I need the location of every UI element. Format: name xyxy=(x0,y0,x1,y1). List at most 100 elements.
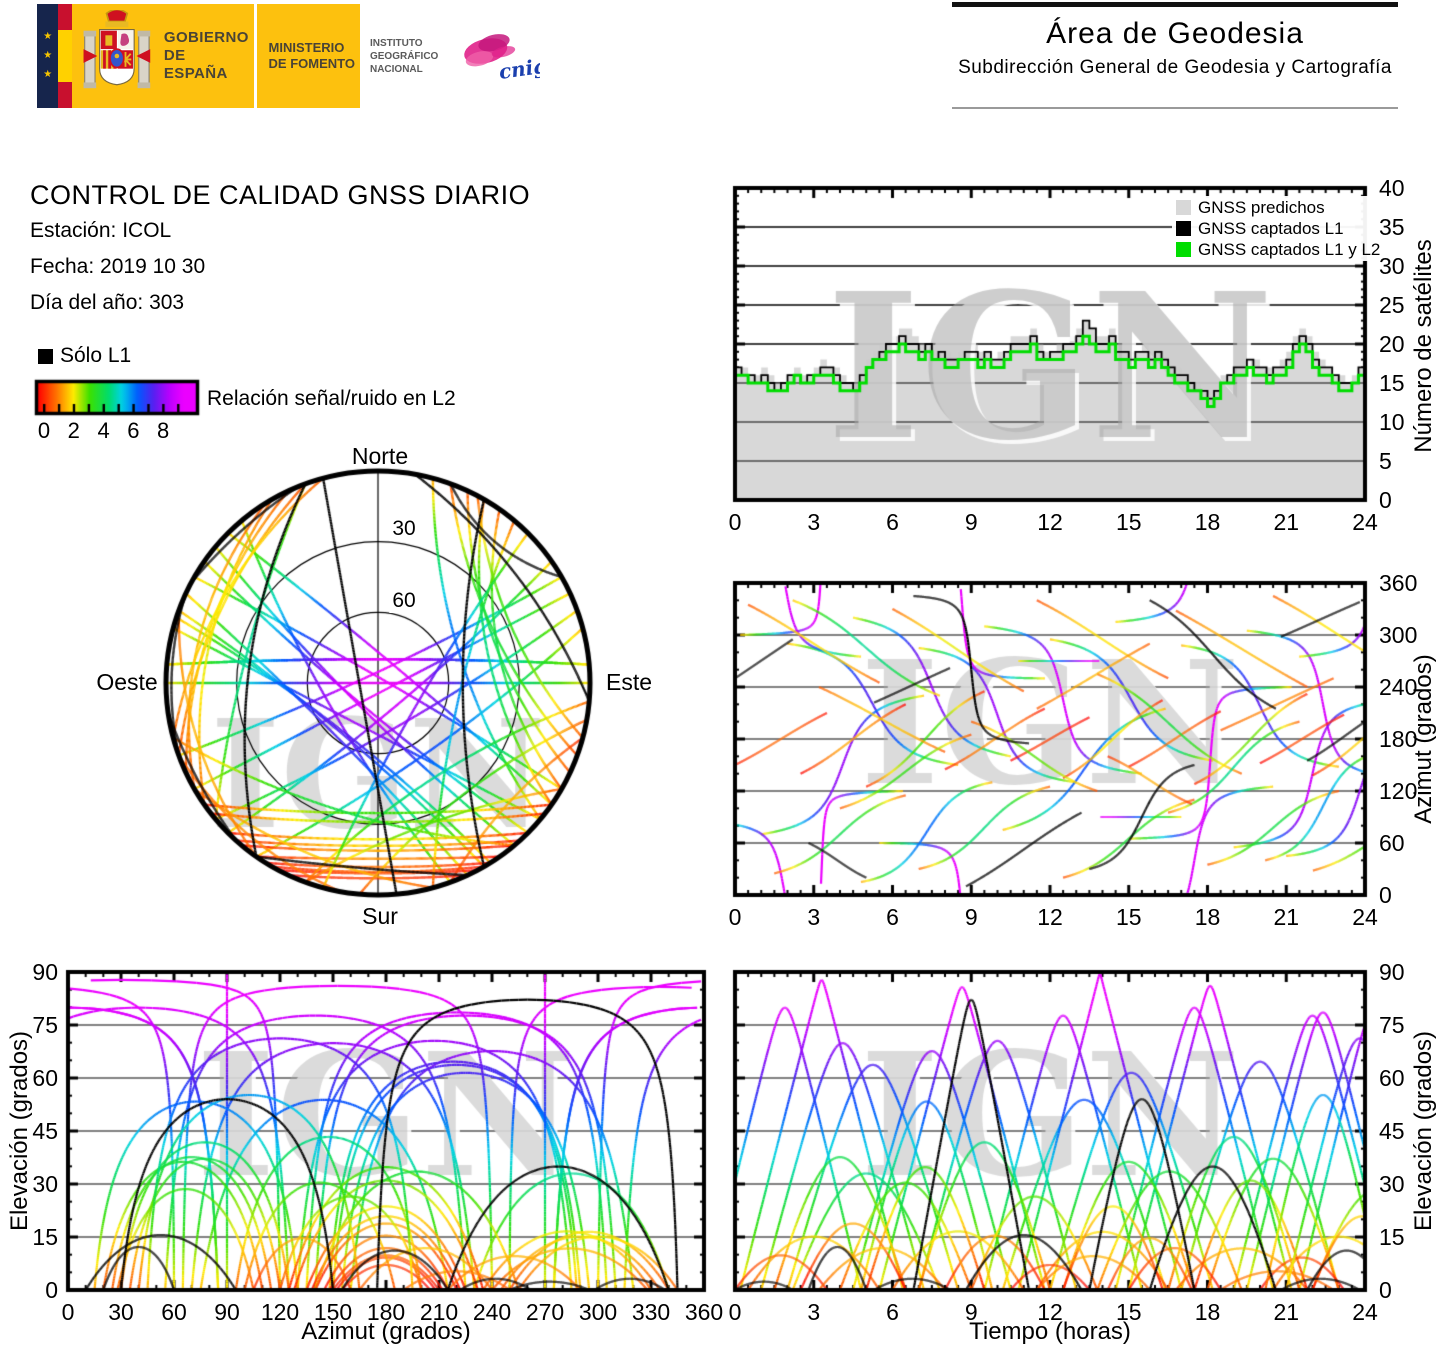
star-icon: ★ xyxy=(43,31,53,42)
station-line: Estación: ICOL xyxy=(30,219,172,242)
tick-label: 0 xyxy=(1379,487,1392,513)
legend-row: GNSS captados L1 y L2 xyxy=(1176,239,1380,260)
tick-label: 6 xyxy=(886,1299,899,1325)
tick-label: 30 xyxy=(1379,253,1405,279)
legend-swatch-icon xyxy=(1176,242,1191,257)
area-subtitle: Subdirección General de Geodesia y Carto… xyxy=(958,57,1392,78)
tick-label: 15 xyxy=(1379,370,1405,396)
legend-swatch-icon xyxy=(1176,221,1191,236)
tick-label: 0 xyxy=(45,1277,58,1303)
gobierno-label: GOBIERNO DE ESPAÑA xyxy=(163,29,249,82)
tick-label: 180 xyxy=(366,1299,406,1325)
star-icon: ★ xyxy=(43,69,53,80)
skyplot-north-label: Norte xyxy=(351,443,409,469)
tick-label: 40 xyxy=(1379,175,1405,201)
solo-l1-label: Sólo L1 xyxy=(60,344,132,367)
tick-label: 45 xyxy=(32,1118,58,1144)
tick-label: 12 xyxy=(1037,1299,1063,1325)
tick-label: 9 xyxy=(964,1299,978,1325)
legend-row: GNSS predichos xyxy=(1176,197,1380,218)
skyplot-ring-30-label: 30 xyxy=(389,517,419,541)
tick-label: 24 xyxy=(1352,904,1378,930)
tick-label: 240 xyxy=(472,1299,512,1325)
tick-label: 6 xyxy=(886,509,899,535)
snr-colorbar-tick-label: 0 xyxy=(37,418,51,443)
tick-label: 25 xyxy=(1379,292,1405,318)
tick-label: 18 xyxy=(1194,509,1221,535)
spain-flag-strip xyxy=(58,4,73,108)
tick-label: 15 xyxy=(1115,904,1142,930)
area-title: Área de Geodesia xyxy=(1046,17,1304,50)
snr-colorbar-tick-label: 6 xyxy=(127,418,140,443)
tick-label: 0 xyxy=(1379,1277,1392,1303)
tick-label: 330 xyxy=(631,1299,671,1325)
tick-label: 0 xyxy=(61,1299,75,1325)
skyplot-ring-60-label: 60 xyxy=(389,589,419,613)
spain-coat-of-arms-icon xyxy=(83,10,151,89)
svg-text:cnig: cnig xyxy=(497,53,540,83)
tick-label: 15 xyxy=(1379,1224,1405,1250)
tick-label: 150 xyxy=(313,1299,353,1325)
star-icon: ★ xyxy=(43,50,53,61)
report-title: CONTROL DE CALIDAD GNSS DIARIO xyxy=(30,180,531,210)
tick-label: 75 xyxy=(32,1012,58,1038)
elevation-right-y-axis-title: Elevación (grados) xyxy=(1410,1030,1437,1232)
tick-label: 90 xyxy=(32,959,58,985)
tick-label: 10 xyxy=(1379,409,1405,435)
tick-label: 210 xyxy=(419,1299,459,1325)
solo-l1-legend: Sólo L1 xyxy=(38,344,131,368)
tick-label: 3 xyxy=(807,904,821,930)
tick-label: 5 xyxy=(1379,448,1392,474)
black-square-icon xyxy=(38,348,53,364)
tick-label: 21 xyxy=(1273,904,1300,930)
tick-label: 18 xyxy=(1194,1299,1221,1325)
tick-label: 90 xyxy=(1379,959,1405,985)
azimuth-x-axis-title: Azimut (grados) xyxy=(301,1318,471,1345)
tick-label: 360 xyxy=(1379,570,1418,596)
gobierno-block: GOBIERNO DE ESPAÑA xyxy=(72,4,254,108)
tick-label: 6 xyxy=(886,904,899,930)
tick-label: 30 xyxy=(32,1171,58,1197)
tick-label: 12 xyxy=(1037,904,1063,930)
ign-block: INSTITUTO GEOGRÁFICO NACIONAL cnig xyxy=(359,4,540,108)
legend-label: GNSS predichos xyxy=(1198,197,1325,217)
sat-count-legend: GNSS predichos GNSS captados L1 GNSS capta… xyxy=(1172,196,1385,261)
department-header: Área de Geodesia Subdirección General de… xyxy=(952,2,1398,109)
tick-label: 24 xyxy=(1352,509,1378,535)
tick-label: 60 xyxy=(1379,830,1405,856)
ministerio-label: MINISTERIO DE FOMENTO xyxy=(268,40,355,71)
tick-label: 0 xyxy=(728,1299,742,1325)
tick-label: 9 xyxy=(964,509,978,535)
tick-label: 30 xyxy=(1379,1171,1405,1197)
snr-colorbar-tick-label: 2 xyxy=(67,418,80,443)
legend-row: GNSS captados L1 xyxy=(1176,218,1380,239)
spain-government-logo: ★ ★ ★ xyxy=(37,4,540,108)
tick-label: 180 xyxy=(1379,726,1418,752)
snr-colorbar-tick-label: 4 xyxy=(97,418,110,443)
skyplot-east-label: Este xyxy=(605,669,653,695)
tick-label: 60 xyxy=(32,1065,58,1091)
tick-label: 21 xyxy=(1273,1299,1300,1325)
tick-label: 12 xyxy=(1037,509,1063,535)
tick-label: 60 xyxy=(161,1299,187,1325)
ministerio-block: MINISTERIO DE FOMENTO xyxy=(256,4,360,108)
legend-label: GNSS captados L1 xyxy=(1198,218,1344,238)
tick-label: 270 xyxy=(525,1299,565,1325)
skyplot-west-label: Oeste xyxy=(96,669,158,695)
tick-label: 45 xyxy=(1379,1118,1405,1144)
tick-label: 15 xyxy=(1115,509,1142,535)
tick-label: 3 xyxy=(807,509,821,535)
tick-label: 90 xyxy=(214,1299,240,1325)
legend-label: GNSS captados L1 y L2 xyxy=(1198,239,1381,259)
tick-label: 20 xyxy=(1379,331,1405,357)
tick-label: 360 xyxy=(684,1299,724,1325)
tick-label: 21 xyxy=(1273,509,1300,535)
tick-label: 15 xyxy=(1115,1299,1142,1325)
skyplot-south-label: Sur xyxy=(362,903,398,929)
tick-label: 15 xyxy=(32,1224,58,1250)
snr-colorbar-tick-label: 8 xyxy=(157,418,170,443)
cnig-logo: cnig xyxy=(464,34,540,84)
tick-label: 60 xyxy=(1379,1065,1405,1091)
logo-divider xyxy=(253,4,257,108)
